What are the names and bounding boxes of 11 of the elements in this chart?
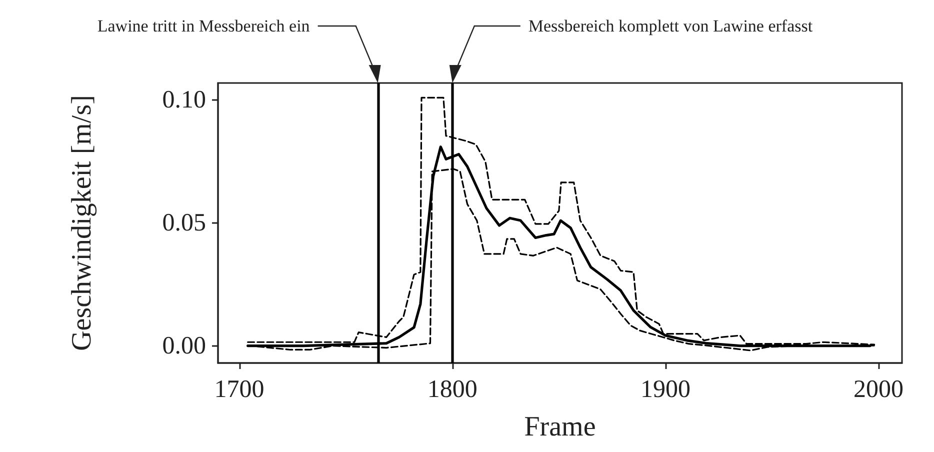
y-tick-label: 0.05 [162, 210, 206, 236]
text: Lawine tritt in Messbereich ein [97, 16, 310, 36]
x-axis-title: Frame [524, 412, 596, 442]
x-tick-label: 1800 [427, 376, 478, 403]
x-tick-label: 1700 [214, 376, 264, 403]
x-tick-label: 1900 [640, 376, 690, 403]
y-tick-label: 0.00 [162, 332, 206, 360]
text: Messbereich komplett von Lawine erfasst [528, 16, 813, 36]
x-tick-label: 2000 [854, 376, 904, 403]
y-tick-label: 0.10 [162, 86, 206, 114]
y-axis-title: Geschwindigkeit [m/s] [66, 95, 98, 351]
